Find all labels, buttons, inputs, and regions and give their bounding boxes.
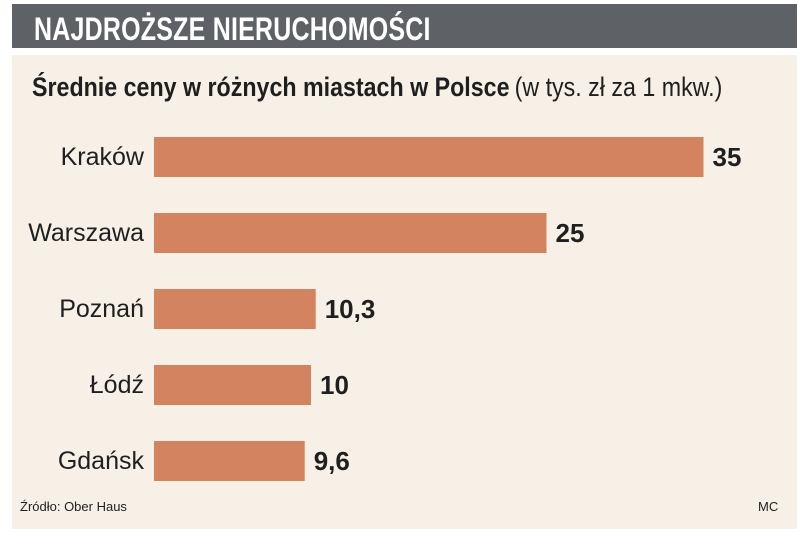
category-label: Łódź bbox=[90, 371, 144, 399]
source-note: Źródło: Ober Haus bbox=[20, 499, 127, 514]
value-label: 9,6 bbox=[314, 446, 350, 476]
bar bbox=[154, 441, 305, 481]
author-initials: MC bbox=[758, 499, 779, 514]
value-label: 35 bbox=[713, 142, 742, 172]
bar bbox=[154, 289, 316, 329]
value-label: 10 bbox=[320, 370, 349, 400]
chart-header-title: NAJDROŻSZE NIERUCHOMOŚCI bbox=[34, 11, 431, 47]
bar bbox=[154, 213, 547, 253]
value-label: 25 bbox=[556, 218, 585, 248]
chart-subtitle: Średnie ceny w różnych miastach w Polsce… bbox=[32, 72, 722, 103]
header-bar: NAJDROŻSZE NIERUCHOMOŚCI bbox=[12, 4, 797, 48]
category-label: Warszawa bbox=[28, 219, 144, 247]
chart-panel bbox=[12, 55, 797, 529]
chart-unit: (w tys. zł za 1 mkw.) bbox=[514, 72, 723, 102]
category-label: Gdańsk bbox=[58, 447, 145, 475]
value-label: 10,3 bbox=[325, 294, 376, 324]
bar bbox=[154, 365, 311, 405]
chart-title: Średnie ceny w różnych miastach w Polsce bbox=[32, 72, 510, 102]
category-label: Poznań bbox=[59, 295, 144, 323]
category-label: Kraków bbox=[61, 143, 145, 171]
bar bbox=[154, 137, 704, 177]
